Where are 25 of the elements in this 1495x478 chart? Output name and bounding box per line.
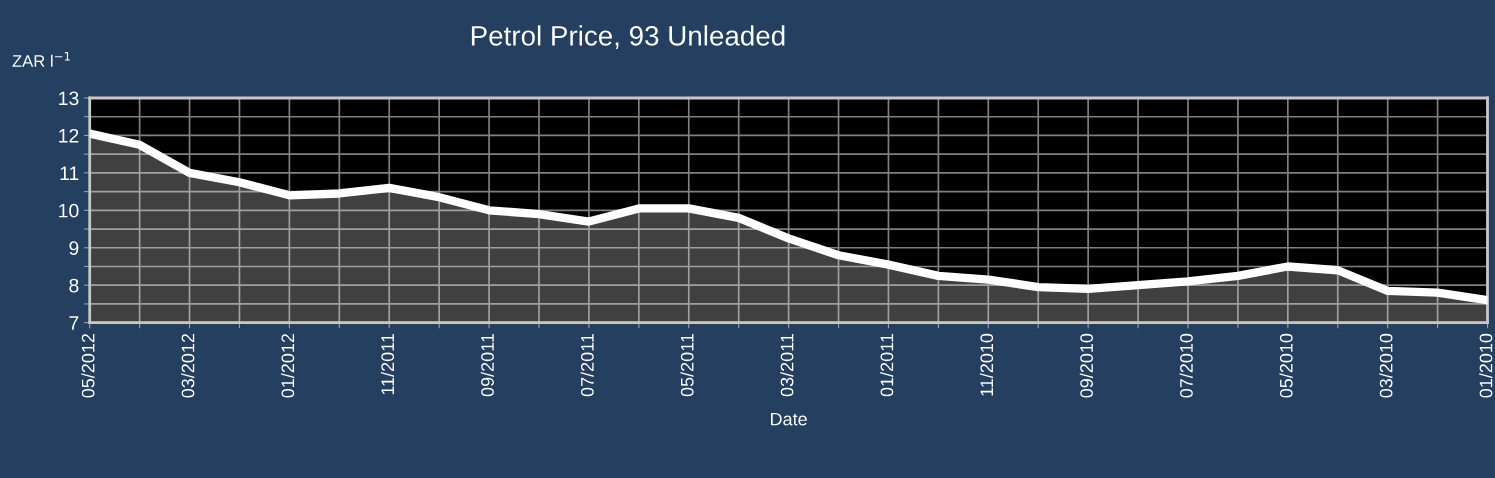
x-tick-label: 09/2011 <box>480 333 494 397</box>
x-tick-label: 09/2010 <box>1079 333 1093 398</box>
x-tick-label: 07/2010 <box>1179 333 1193 398</box>
x-tick-label: 01/2010 <box>1479 333 1493 398</box>
y-tick-label: 10 <box>59 203 79 218</box>
y-tick-label: 13 <box>59 91 79 106</box>
y-axis-title: ZAR l$^{−1}$ <box>12 51 70 67</box>
x-tick-label: 01/2012 <box>280 333 295 398</box>
y-tick-label: 9 <box>69 241 79 255</box>
x-tick-label: 05/2010 <box>1279 333 1293 398</box>
x-tick-label: 11/2011 <box>380 333 395 395</box>
x-tick-label: 03/2012 <box>181 333 195 398</box>
x-tick-label: 01/2011 <box>880 333 894 397</box>
chart-title: Petrol Price, 93 Unleaded <box>471 25 785 49</box>
x-tick-label: 11/2010 <box>979 333 994 396</box>
y-tick-label: 8 <box>69 278 79 293</box>
x-tick-label: 07/2011 <box>580 333 594 397</box>
x-tick-label: 03/2011 <box>780 333 794 397</box>
y-tick-label: 12 <box>59 128 79 143</box>
x-tick-label: 05/2012 <box>81 333 95 398</box>
x-axis-title: Date <box>771 412 807 426</box>
y-tick-label: 11 <box>60 166 79 180</box>
y-tick-label: 7 <box>69 316 79 330</box>
x-tick-label: 05/2011 <box>680 333 694 397</box>
x-tick-label: 03/2010 <box>1379 333 1393 398</box>
